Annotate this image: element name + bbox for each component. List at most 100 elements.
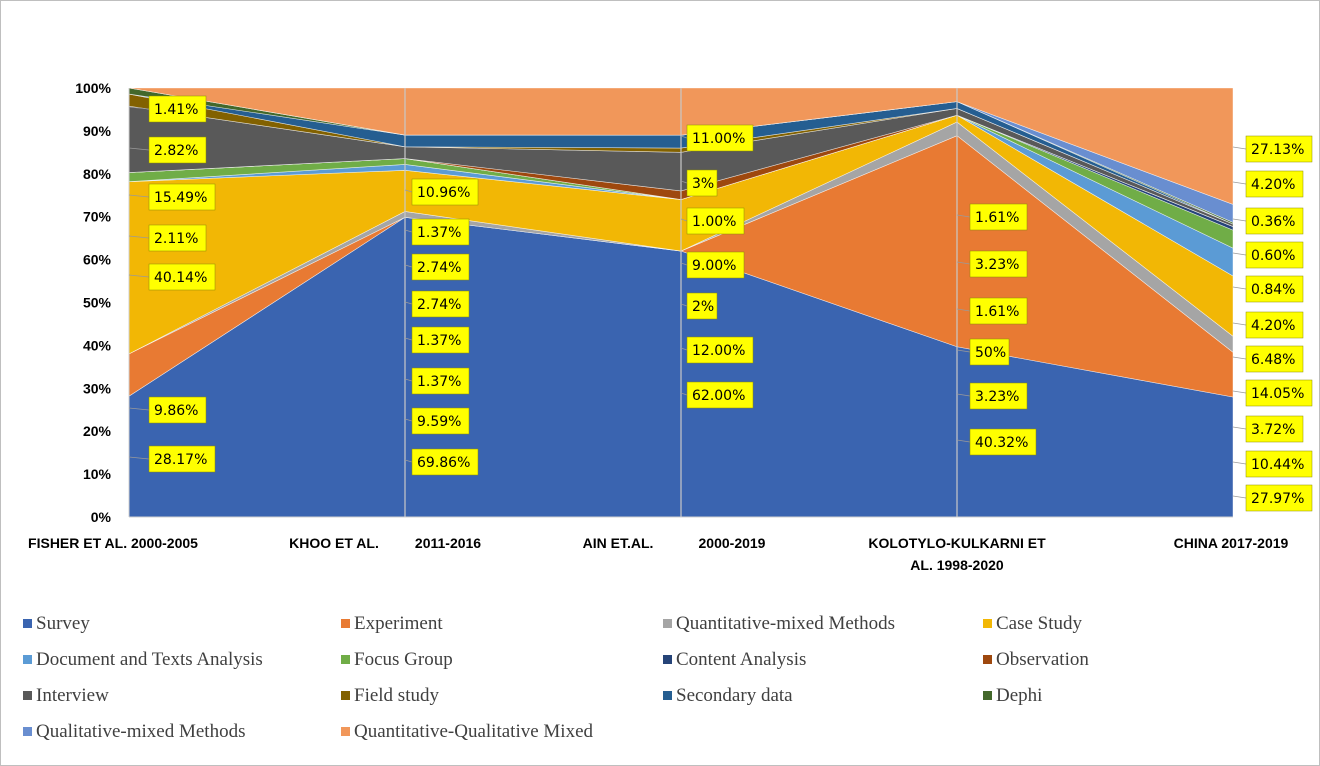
legend-item-quantitative-qualitative-mixed: Quantitative-Qualitative Mixed (341, 721, 593, 743)
legend-swatch (341, 655, 350, 664)
legend-label: Dephi (996, 685, 1043, 706)
legend-swatch (663, 619, 672, 628)
data-label: 2.74% (417, 260, 461, 276)
data-label-leader (404, 189, 413, 193)
legend-label: Quantitative-Qualitative Mixed (354, 721, 594, 742)
data-label-box (686, 251, 745, 279)
data-label: 9.00% (692, 258, 736, 274)
data-label: 12.00% (692, 343, 745, 359)
data-label-leader (956, 261, 971, 265)
data-label-leader (1232, 390, 1247, 394)
data-label: 62.00% (692, 388, 745, 404)
data-label-box (969, 297, 1028, 325)
data-label-box (148, 224, 207, 252)
legend-label: Experiment (354, 613, 443, 634)
x-category-label: CHINA 2017-2019 (1174, 535, 1289, 551)
data-label: 10.96% (417, 185, 470, 201)
y-tick-label: 90% (83, 123, 112, 139)
stacked-area-chart: 0% 10% 20% 30% 40% 50% 60% 70% 80% 90% 100% FISHER… (28, 80, 1313, 573)
data-label-box (1245, 170, 1304, 198)
y-tick-label: 80% (83, 166, 112, 182)
data-label-leader (404, 337, 413, 341)
data-label: 1.41% (154, 102, 198, 118)
legend-swatch (983, 691, 992, 700)
data-label-leader (680, 303, 688, 307)
data-label: 15.49% (154, 190, 207, 206)
y-tick-label: 40% (83, 337, 112, 353)
legend-item-document-and-texts-analysis: Document and Texts Analysis (23, 649, 263, 671)
data-label-leader (956, 349, 971, 353)
data-label-leader (128, 194, 150, 198)
legend-item-field-study: Field study (341, 685, 439, 707)
data-label: 69.86% (417, 455, 470, 471)
legend-label: Quantitative-mixed Methods (676, 613, 895, 634)
data-label-box (411, 407, 470, 435)
data-label-box (148, 95, 207, 123)
data-label-leader (956, 393, 971, 397)
y-tick-label: 10% (83, 466, 112, 482)
data-label-leader (680, 180, 688, 184)
legend-label: Secondary data (676, 685, 793, 706)
data-label-leader (680, 218, 688, 222)
data-label-box (969, 338, 1010, 366)
data-label: 3.72% (1251, 422, 1295, 438)
data-label-leader (1232, 426, 1247, 430)
data-label-box (1245, 379, 1313, 407)
data-label-leader (1232, 252, 1247, 256)
data-label-box (411, 253, 470, 281)
data-label-box (686, 169, 718, 197)
data-label: 6.48% (1251, 352, 1295, 368)
data-label-box (148, 263, 216, 291)
data-label-box (148, 136, 207, 164)
x-category-label: AIN ET.AL. (583, 535, 654, 551)
x-category-label: KHOO ET AL. (289, 535, 379, 551)
data-label-leader (680, 135, 688, 139)
data-label-leader (680, 347, 688, 351)
data-label: 0.36% (1251, 214, 1295, 230)
legend-label: Field study (354, 685, 439, 706)
data-label: 40.32% (975, 435, 1028, 451)
x-category-label: FISHER ET AL. 2000-2005 (28, 535, 198, 551)
y-tick-label: 50% (83, 295, 112, 311)
data-label-box (1245, 207, 1304, 235)
legend-swatch (663, 655, 672, 664)
data-label: 14.05% (1251, 386, 1304, 402)
data-label: 1.61% (975, 210, 1019, 226)
y-tick-label: 20% (83, 423, 112, 439)
data-label-leader (1232, 356, 1247, 360)
data-label-leader (1232, 322, 1247, 326)
data-label-leader (128, 235, 150, 239)
data-label: 10.44% (1251, 457, 1304, 473)
legend-swatch (341, 691, 350, 700)
data-label: 3.23% (975, 389, 1019, 405)
data-label-leader (1232, 286, 1247, 290)
data-label: 1.37% (417, 374, 461, 390)
data-label-leader (956, 308, 971, 312)
data-label-leader (1232, 495, 1247, 499)
data-label: 3% (692, 176, 714, 192)
data-label-box (686, 124, 754, 152)
data-label: 1.61% (975, 304, 1019, 320)
data-label-box (969, 250, 1028, 278)
legend-item-content-analysis: Content Analysis (663, 649, 806, 671)
legend-swatch (341, 619, 350, 628)
data-label-box (969, 382, 1028, 410)
y-tick-label: 30% (83, 380, 112, 396)
data-label-box (969, 428, 1037, 456)
legend-swatch (663, 691, 672, 700)
data-label: 3.23% (975, 257, 1019, 273)
data-label-box (411, 367, 470, 395)
data-label: 40.14% (154, 270, 207, 286)
data-label-leader (128, 456, 150, 460)
legend-item-quantitative-mixed-methods: Quantitative-mixed Methods (663, 613, 895, 635)
data-label-leader (1232, 461, 1247, 465)
data-label-leader (404, 418, 413, 422)
y-tick-label: 60% (83, 252, 112, 268)
data-label-leader (404, 229, 413, 233)
data-label-box (1245, 275, 1304, 303)
legend-label: Document and Texts Analysis (36, 649, 263, 670)
data-label: 4.20% (1251, 177, 1295, 193)
legend-swatch (983, 619, 992, 628)
data-label-leader (404, 459, 413, 463)
data-label: 0.60% (1251, 248, 1295, 264)
